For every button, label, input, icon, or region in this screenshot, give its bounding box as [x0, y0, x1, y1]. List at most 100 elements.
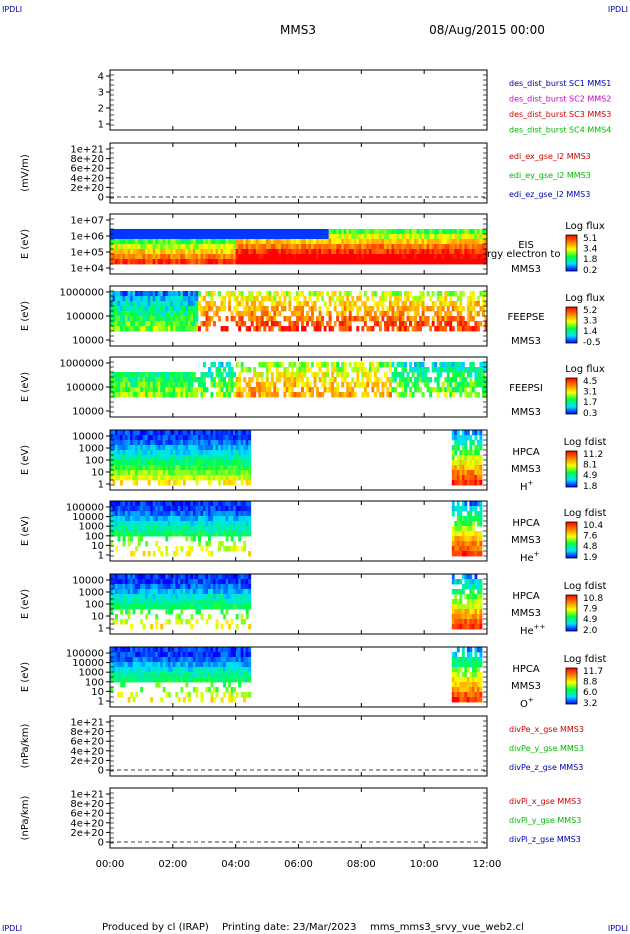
panels: 1 2 3 4 des_dist_burst SC1 MMS1 des_dist_burs… — [20, 69, 611, 849]
panel-5-colorbar — [565, 377, 578, 415]
panel-8-colorbar-tick: 10.8 — [583, 594, 603, 604]
panel-7-ytick-label: 100 — [85, 531, 104, 542]
panel-6-spacecraft-label: MMS3 — [511, 464, 541, 475]
panel-10-ytick-label: 1e+21 — [70, 718, 104, 729]
panel-3-spacecraft-label: MMS3 — [511, 264, 541, 275]
panel-9-ytick-label: 1 — [98, 697, 104, 708]
panel-3-spectrogram — [110, 229, 488, 265]
panel-3-instrument-label: EIS — [518, 240, 534, 251]
panel-1-ytick-label: 3 — [98, 88, 104, 99]
panel-8-spectrogram — [110, 574, 483, 630]
panel-6-ytick-label: 1000 — [79, 444, 104, 455]
panel-4-colorbar-tick: 1.4 — [583, 327, 598, 337]
panel-3-ylabel: E (eV) — [20, 229, 31, 259]
panel-3-ytick-label: 1e+05 — [70, 248, 104, 259]
time-tick-label: 02:00 — [158, 859, 187, 870]
panel-9-colorbar-tick: 6.0 — [583, 688, 598, 698]
panel-6-colorbar-tick: 8.1 — [583, 461, 597, 471]
panel-9-spacecraft-label: MMS3 — [511, 681, 541, 692]
panel-8-instrument-label: HPCA — [512, 591, 540, 602]
panel-1-legend-entry: des_dist_burst SC4 MMS4 — [509, 126, 611, 135]
panel-8-colorbar-tick: 7.9 — [583, 605, 598, 615]
panel-9-spectrogram — [110, 647, 483, 703]
panel-9-colorbar-tick: 3.2 — [583, 699, 597, 709]
panel-5-colorbar-tick: 0.3 — [583, 409, 597, 419]
panel-6-ylabel: E (eV) — [20, 445, 31, 475]
panel-8-ytick-label: 1 — [98, 624, 104, 635]
panel-8-colorbar — [565, 594, 578, 632]
panel-7-colorbar-tick: 1.9 — [583, 553, 598, 563]
panel-9-colorbar-tick: 11.7 — [583, 667, 603, 677]
panel-8-colorbar-tick: 2.0 — [583, 626, 598, 636]
panel-3-colorbar-tick: 5.1 — [583, 234, 597, 244]
panel-11-ytick-label: 4e+20 — [70, 818, 104, 829]
panel-3-ytick-label: 1e+07 — [70, 216, 104, 227]
time-tick-label: 04:00 — [221, 859, 250, 870]
panel-4-instrument-label: FEEPSE — [507, 312, 544, 323]
panel-3-overlay-text: rgy electron to — [487, 249, 560, 260]
panel-5-spacecraft-label: MMS3 — [511, 407, 541, 418]
panel-11-legend-entry: divPi_x_gse MMS3 — [509, 797, 581, 806]
panel-8-colorbar-tick: 4.9 — [583, 615, 598, 625]
time-axis: 00:00 02:00 04:00 06:00 08:00 10:00 12:00 — [96, 859, 502, 870]
panel-4-spacecraft-label: MMS3 — [511, 336, 541, 347]
panel-2-frame — [109, 142, 488, 204]
panel-6-colorbar-tick: 11.2 — [583, 450, 603, 460]
panel-7-spacecraft-label: MMS3 — [511, 535, 541, 546]
panel-6-ytick-label: 10 — [91, 468, 104, 479]
panel-8-ytick-label: 100 — [85, 600, 104, 611]
panel-5-colorbar-tick: 1.7 — [583, 398, 597, 408]
file-name: mms_mms3_srvy_vue_web2.cl — [370, 922, 524, 933]
panel-6-colorbar — [565, 450, 578, 488]
panel-10-ylabel: (nPa/km) — [20, 724, 31, 769]
panel-5: 10000 100000 1000000 E (eV) FEEPSI MMS3 Log fl… — [20, 356, 605, 419]
panel-4-colorbar-tick: 3.3 — [583, 317, 597, 327]
panel-11-legend-entry: divPi_z_gse MMS3 — [509, 835, 581, 844]
panel-9-ytick-label: 1000 — [79, 668, 104, 679]
panel-8-species-label: He++ — [520, 623, 546, 637]
panel-5-colorbar-tick: 4.5 — [583, 377, 597, 387]
panel-6-colorbar-title: Log fdist — [564, 437, 607, 448]
panel-2-legend-entry: edi_ex_gse_l2 MMS3 — [509, 152, 591, 161]
panel-7-colorbar-tick: 4.8 — [583, 542, 598, 552]
panel-7-colorbar-title: Log fdist — [564, 508, 607, 519]
panel-3-colorbar-tick: 1.8 — [583, 255, 598, 265]
panel-11-frame — [109, 787, 488, 849]
panel-9-ytick-label: 10000 — [72, 658, 104, 669]
produced-by: Produced by cl (IRAP) — [102, 922, 209, 933]
panel-6-species-label: H+ — [520, 479, 534, 493]
panel-10-legend-entry: divPe_z_gse MMS3 — [509, 763, 583, 772]
panel-3-colorbar-tick: 0.2 — [583, 266, 597, 276]
panel-6-ytick-label: 10000 — [72, 432, 104, 443]
panel-10-legend-entry: divPe_y_gse MMS3 — [509, 744, 584, 753]
panel-4-ytick-label: 10000 — [72, 336, 104, 347]
panel-4-ytick-label: 1000000 — [59, 288, 104, 299]
panel-10-ytick-label: 0 — [98, 766, 104, 777]
panel-6-colorbar-tick: 1.8 — [583, 482, 598, 492]
panel-3-ytick-label: 1e+04 — [70, 264, 104, 275]
panel-11-ytick-label: 8e+20 — [70, 799, 104, 810]
panel-1: 1 2 3 4 des_dist_burst SC1 MMS1 des_dist_burs… — [98, 69, 611, 135]
panel-4-colorbar — [565, 306, 578, 344]
panel-7-spectrogram — [110, 501, 483, 557]
panel-7-instrument-label: HPCA — [512, 518, 540, 529]
panel-7-ytick-label: 1000 — [79, 522, 104, 533]
panel-7-colorbar-tick: 10.4 — [583, 521, 603, 531]
panel-10-ytick-label: 4e+20 — [70, 746, 104, 757]
panel-9-species-label: O+ — [520, 696, 534, 710]
panel-9-ytick-label: 100000 — [66, 649, 104, 660]
panel-2-ytick-label: 2e+20 — [70, 183, 104, 194]
panel-9-ytick-label: 10 — [91, 687, 104, 698]
panel-1-frame — [109, 69, 488, 131]
datetime-title: 08/Aug/2015 00:00 — [429, 23, 545, 37]
panel-11-ytick-label: 2e+20 — [70, 828, 104, 839]
panel-8-ytick-label: 10 — [91, 612, 104, 623]
corner-label-bottom-right: IPDLI — [608, 924, 628, 933]
panel-6-colorbar-tick: 4.9 — [583, 471, 598, 481]
